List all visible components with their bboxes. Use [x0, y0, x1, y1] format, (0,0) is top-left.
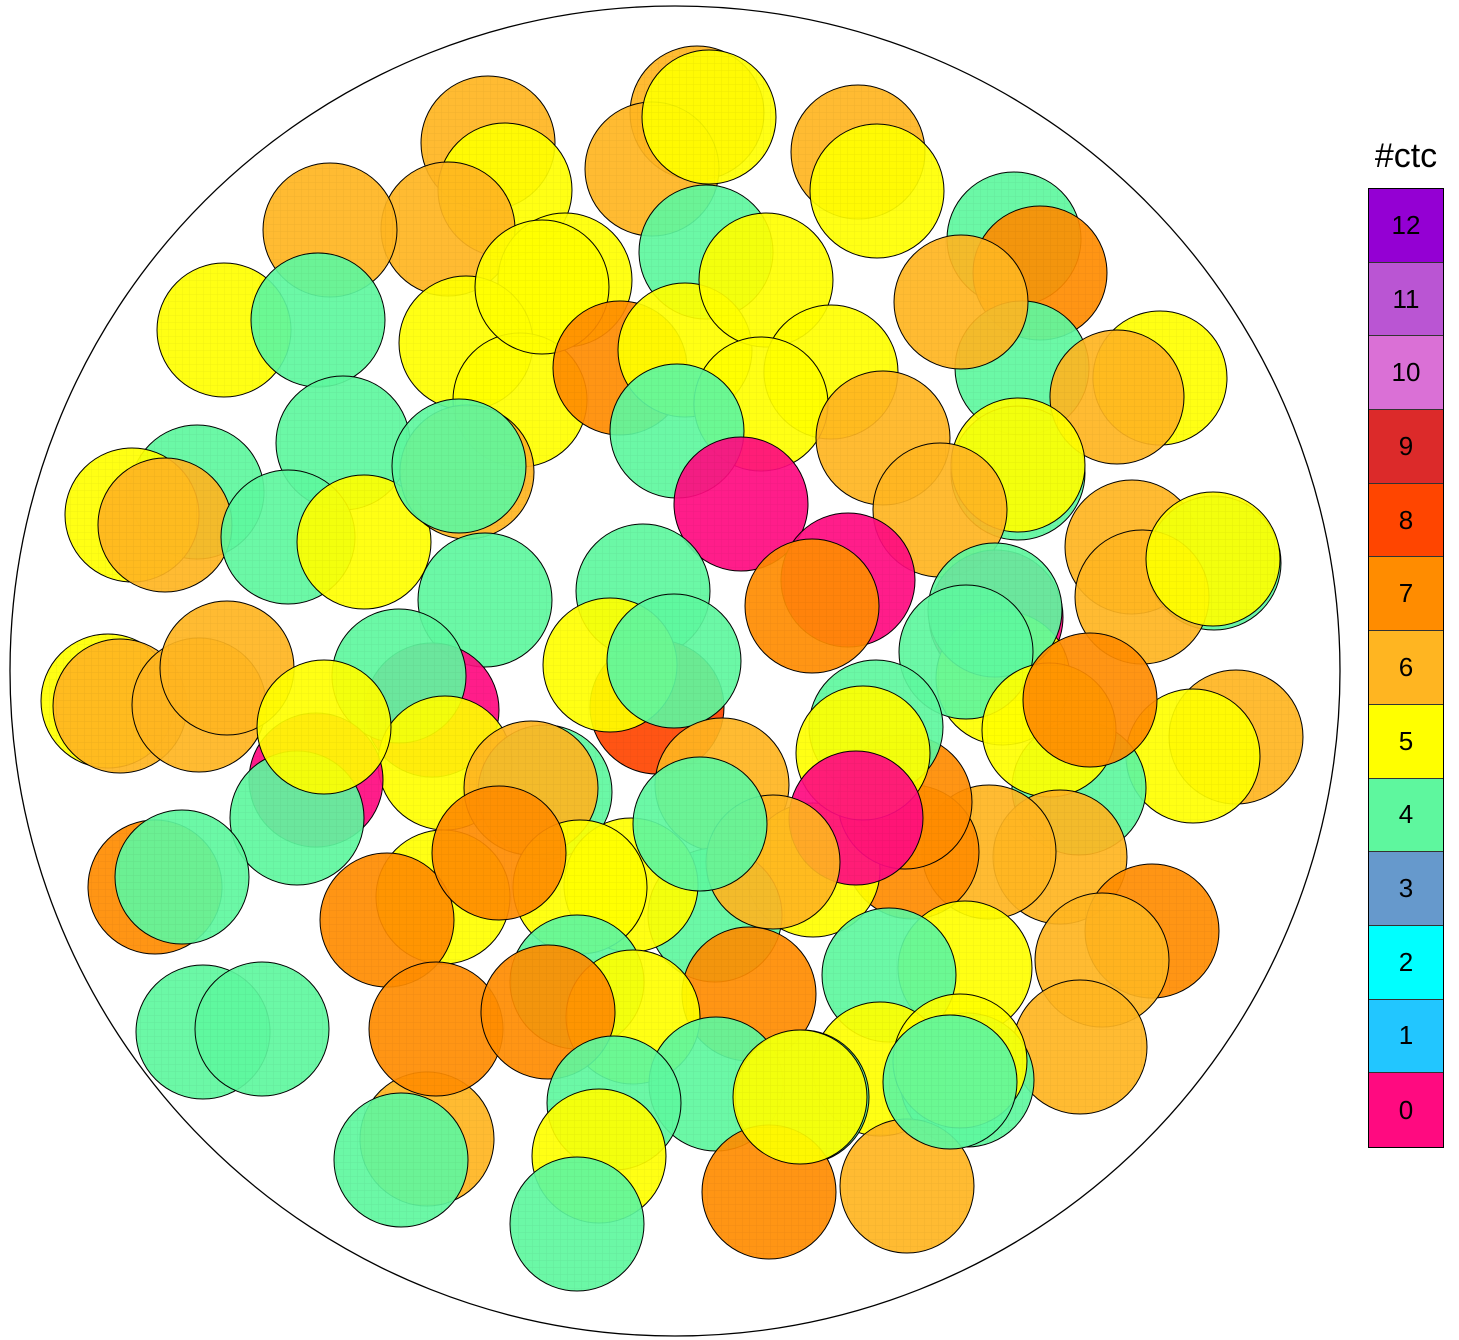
particle-outline	[296, 474, 432, 610]
particle-sphere	[744, 538, 880, 674]
particle-sphere	[632, 756, 768, 892]
legend-cell-6: 6	[1369, 631, 1443, 705]
particle-sphere	[250, 252, 386, 388]
particle-sphere	[391, 398, 527, 534]
particle-sphere	[1012, 979, 1148, 1115]
container-boundary	[9, 5, 1341, 1337]
particle-sphere	[509, 1156, 645, 1292]
particle-outline	[732, 1029, 868, 1165]
legend-cell-7: 7	[1369, 557, 1443, 632]
particle-outline	[194, 961, 330, 1097]
particle-sphere	[809, 123, 945, 259]
particle-outline	[250, 252, 386, 388]
particle-outline	[641, 49, 777, 185]
particle-outline	[256, 659, 392, 795]
particle-sphere	[1145, 491, 1281, 627]
particle-sphere	[1022, 632, 1158, 768]
legend-title: #ctc	[1374, 137, 1438, 175]
particle-outline	[673, 436, 809, 572]
particle-outline	[114, 809, 250, 945]
particle-outline	[391, 398, 527, 534]
particle-outline	[509, 1156, 645, 1292]
particle-sphere	[319, 852, 455, 988]
particle-outline	[1012, 979, 1148, 1115]
legend-cell-4: 4	[1369, 778, 1443, 853]
particle-sphere	[893, 234, 1029, 370]
particle-outline	[431, 785, 567, 921]
particle-outline	[632, 756, 768, 892]
legend-cell-10: 10	[1369, 336, 1443, 411]
particle-sphere	[1125, 688, 1261, 824]
particle-sphere	[417, 532, 553, 668]
particle-outline	[1145, 491, 1281, 627]
particle-sphere	[431, 785, 567, 921]
particle-outline	[882, 1014, 1018, 1150]
particle-layer	[40, 45, 1304, 1292]
legend-colorbar: 12 11 10 9 8 7 6 5 4 3 2 1 0	[1368, 188, 1444, 1148]
legend-cell-0: 0	[1369, 1073, 1443, 1147]
particle-sphere	[839, 1118, 975, 1254]
particle-outline	[893, 234, 1029, 370]
particle-outline	[606, 593, 742, 729]
legend-cell-8: 8	[1369, 483, 1443, 558]
legend-cell-9: 9	[1369, 410, 1443, 484]
legend-cell-11: 11	[1369, 262, 1443, 337]
particle-outline	[97, 457, 233, 593]
particle-sphere	[159, 600, 295, 736]
particle-sphere	[333, 1092, 469, 1228]
particle-sphere	[256, 659, 392, 795]
particle-outline	[1022, 632, 1158, 768]
particle-outline	[1049, 329, 1185, 465]
particle-outline	[333, 1092, 469, 1228]
particle-sphere	[1049, 329, 1185, 465]
particle-sphere	[872, 442, 1008, 578]
particle-sphere	[114, 809, 250, 945]
legend-cell-3: 3	[1369, 852, 1443, 926]
particle-sphere	[673, 436, 809, 572]
particle-sphere	[641, 49, 777, 185]
legend-cell-1: 1	[1369, 999, 1443, 1074]
legend-cell-2: 2	[1369, 925, 1443, 1000]
particle-sphere	[296, 474, 432, 610]
particle-sphere	[882, 1014, 1018, 1150]
legend-cell-5: 5	[1369, 704, 1443, 779]
particle-sphere	[368, 961, 504, 1097]
legend-cell-12: 12	[1369, 189, 1443, 263]
particle-outline	[744, 538, 880, 674]
particle-sphere	[194, 961, 330, 1097]
particle-sphere	[732, 1029, 868, 1165]
particle-sphere	[606, 593, 742, 729]
particle-sphere	[97, 457, 233, 593]
particle-outline	[417, 532, 553, 668]
particle-outline	[809, 123, 945, 259]
